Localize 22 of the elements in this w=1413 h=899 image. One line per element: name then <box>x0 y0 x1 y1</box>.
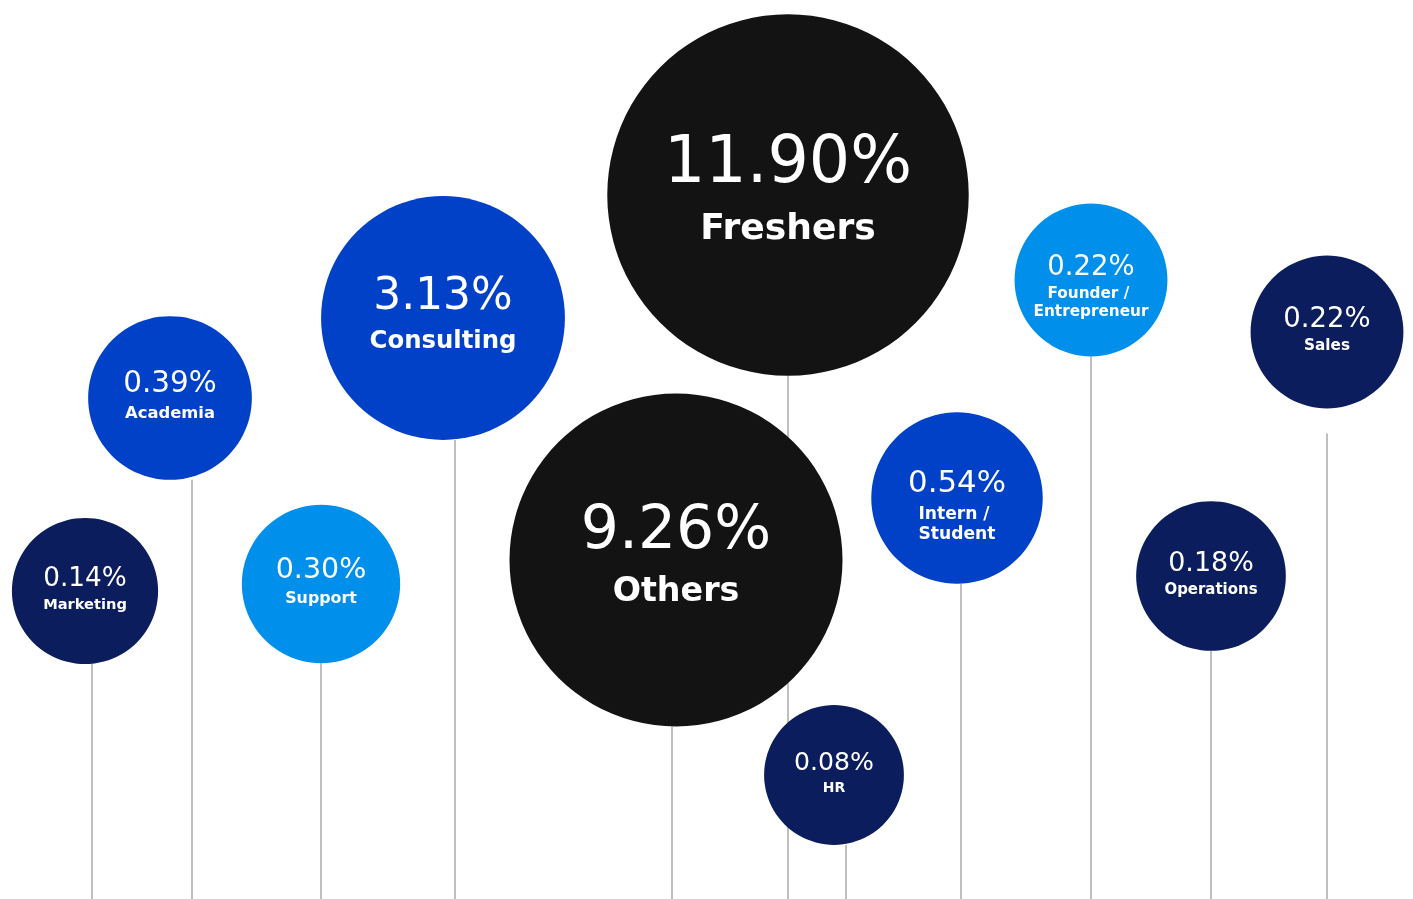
category-label: Support <box>285 588 358 608</box>
data-label: 11.90% <box>663 121 913 197</box>
category-label: Consulting <box>369 324 517 354</box>
data-label: 0.08% <box>794 746 874 776</box>
data-label: 3.13% <box>373 268 513 320</box>
category-label: Freshers <box>700 205 876 249</box>
category-label: Operations <box>1164 580 1258 599</box>
category-label: Others <box>612 569 740 609</box>
data-label: 0.30% <box>275 551 367 585</box>
category-label: HR <box>822 779 846 796</box>
data-label: 9.26% <box>580 492 772 563</box>
category-label: Intern / Student <box>918 503 996 543</box>
data-label: 0.18% <box>1168 545 1254 577</box>
category-label: Sales <box>1304 336 1350 355</box>
data-label: 0.22% <box>1047 248 1135 281</box>
data-label: 0.39% <box>123 364 217 399</box>
data-label: 0.54% <box>908 463 1006 500</box>
category-label: Marketing <box>43 595 127 613</box>
data-label: 0.22% <box>1283 300 1371 333</box>
category-label: Founder / Entrepreneur <box>1033 284 1149 320</box>
data-label: 0.14% <box>43 561 127 592</box>
category-label: Academia <box>125 402 215 422</box>
